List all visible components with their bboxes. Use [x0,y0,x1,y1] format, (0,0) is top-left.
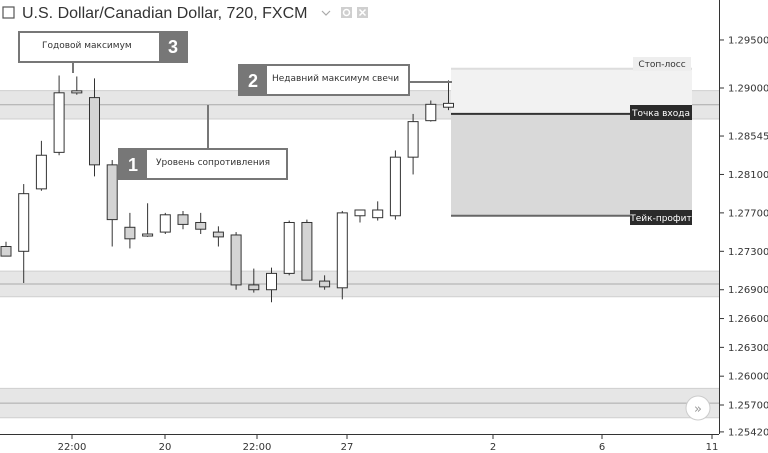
price-tick-label: 1.27300 [728,247,768,258]
take-profit-text: Тейк-профит [629,214,691,224]
candle[interactable] [0,241,12,257]
candle[interactable] [389,150,401,220]
candle-body [106,164,118,221]
chart-title: U.S. Dollar/Canadian Dollar, 720, FXCM [22,5,307,22]
time-tick-label: 22:00 [58,442,87,453]
candle-body [142,233,154,237]
candle[interactable] [443,80,454,111]
candle[interactable] [372,201,384,221]
candle[interactable] [301,219,313,281]
candle-body [354,209,366,217]
candle[interactable] [425,100,437,122]
time-tick-label: 2 [490,442,496,453]
candle[interactable] [53,75,65,156]
candlestick-series[interactable] [0,75,454,303]
candle-body [389,156,401,217]
candle-body [159,214,171,233]
candle-body [89,97,100,166]
price-tick-label: 1.29000 [728,84,768,95]
price-tick-label: 1.28545 [728,132,768,143]
candle[interactable] [124,212,136,249]
recent-high-annotation: 2 Недавний максимум свечи [238,64,452,96]
entry-label: Точка входа [630,105,692,120]
time-tick-label: 22:00 [243,442,272,453]
time-tick-label: 11 [706,442,719,453]
price-tick-label: 1.26300 [728,343,768,354]
price-tick-label: 1.26900 [728,285,768,296]
take-profit-label: Тейк-профит [629,210,692,225]
close-icon[interactable] [357,7,368,18]
candle-body [319,280,331,288]
candle[interactable] [230,232,242,290]
candle-body [407,121,419,158]
chevron-down-icon[interactable] [321,10,331,16]
price-tick-label: 1.26600 [728,314,768,325]
stop-loss-text: Стоп-лосс [638,60,685,70]
candle[interactable] [266,267,277,303]
candle-body [53,92,65,153]
candle[interactable] [106,160,118,247]
reward-area [451,113,692,216]
candle-body [18,193,30,252]
candle-body [0,246,12,257]
price-tick-label: 1.26000 [728,372,768,383]
candle-body [336,212,348,289]
candle-body [230,234,242,286]
candle-body [212,231,224,238]
candle[interactable] [248,268,260,293]
stop-loss-label: Стоп-лосс [633,57,691,71]
symbol-checkbox-icon[interactable] [2,6,15,19]
annual-high-annotation: 3 Годовой максимум [18,31,188,73]
candle[interactable] [89,78,100,177]
scroll-to-latest-button[interactable]: » [685,395,711,421]
candle-body [124,226,136,240]
resistance-annotation: 1 Уровень сопротивления [118,105,288,180]
candle-body [425,103,437,122]
candle-body [443,102,454,108]
candle-body [266,272,277,291]
recent-high-number: 2 [248,71,258,91]
candle[interactable] [283,220,295,276]
price-tick-label: 1.27700 [728,208,768,219]
time-axis[interactable]: 22:00 20 22:00 27 2 6 11 [58,434,719,453]
candle-body [372,209,384,219]
price-tick-label: 1.25420 [728,427,768,438]
candle-body [248,284,260,291]
resistance-number: 1 [128,155,138,175]
resistance-label: Уровень сопротивления [156,158,270,168]
candle[interactable] [159,212,171,235]
candle[interactable] [18,184,30,284]
candle[interactable] [71,76,83,95]
annual-high-label: Годовой максимум [42,41,132,51]
candle[interactable] [142,203,154,237]
candle[interactable] [336,210,348,300]
candle-body [71,90,83,94]
candle[interactable] [319,275,331,290]
time-tick-label: 20 [159,442,172,453]
candle[interactable] [212,226,224,247]
price-tick-label: 1.25700 [728,401,768,412]
time-tick-label: 6 [599,442,605,453]
candle[interactable] [354,209,366,223]
gear-icon[interactable] [341,7,352,18]
candle[interactable] [35,140,47,191]
candle-body [195,221,207,230]
time-tick-label: 27 [341,442,354,453]
double-chevron-right-icon: » [694,402,702,417]
trade-setup [451,67,692,217]
annual-high-number: 3 [168,37,178,57]
price-tick-label: 1.28100 [728,170,768,181]
price-tick-label: 1.29500 [728,35,768,46]
entry-text: Точка входа [631,109,690,119]
price-axis[interactable]: 1.25420 1.25700 1.26000 1.26300 1.26600 1.269… [719,35,768,438]
candle[interactable] [407,113,419,175]
candle[interactable] [195,212,207,235]
candle-body [301,221,313,281]
candle-body [177,214,189,225]
candle-body [35,154,47,190]
recent-high-label: Недавний максимум свечи [272,74,399,84]
candle[interactable] [177,210,189,230]
candle-body [283,221,295,274]
